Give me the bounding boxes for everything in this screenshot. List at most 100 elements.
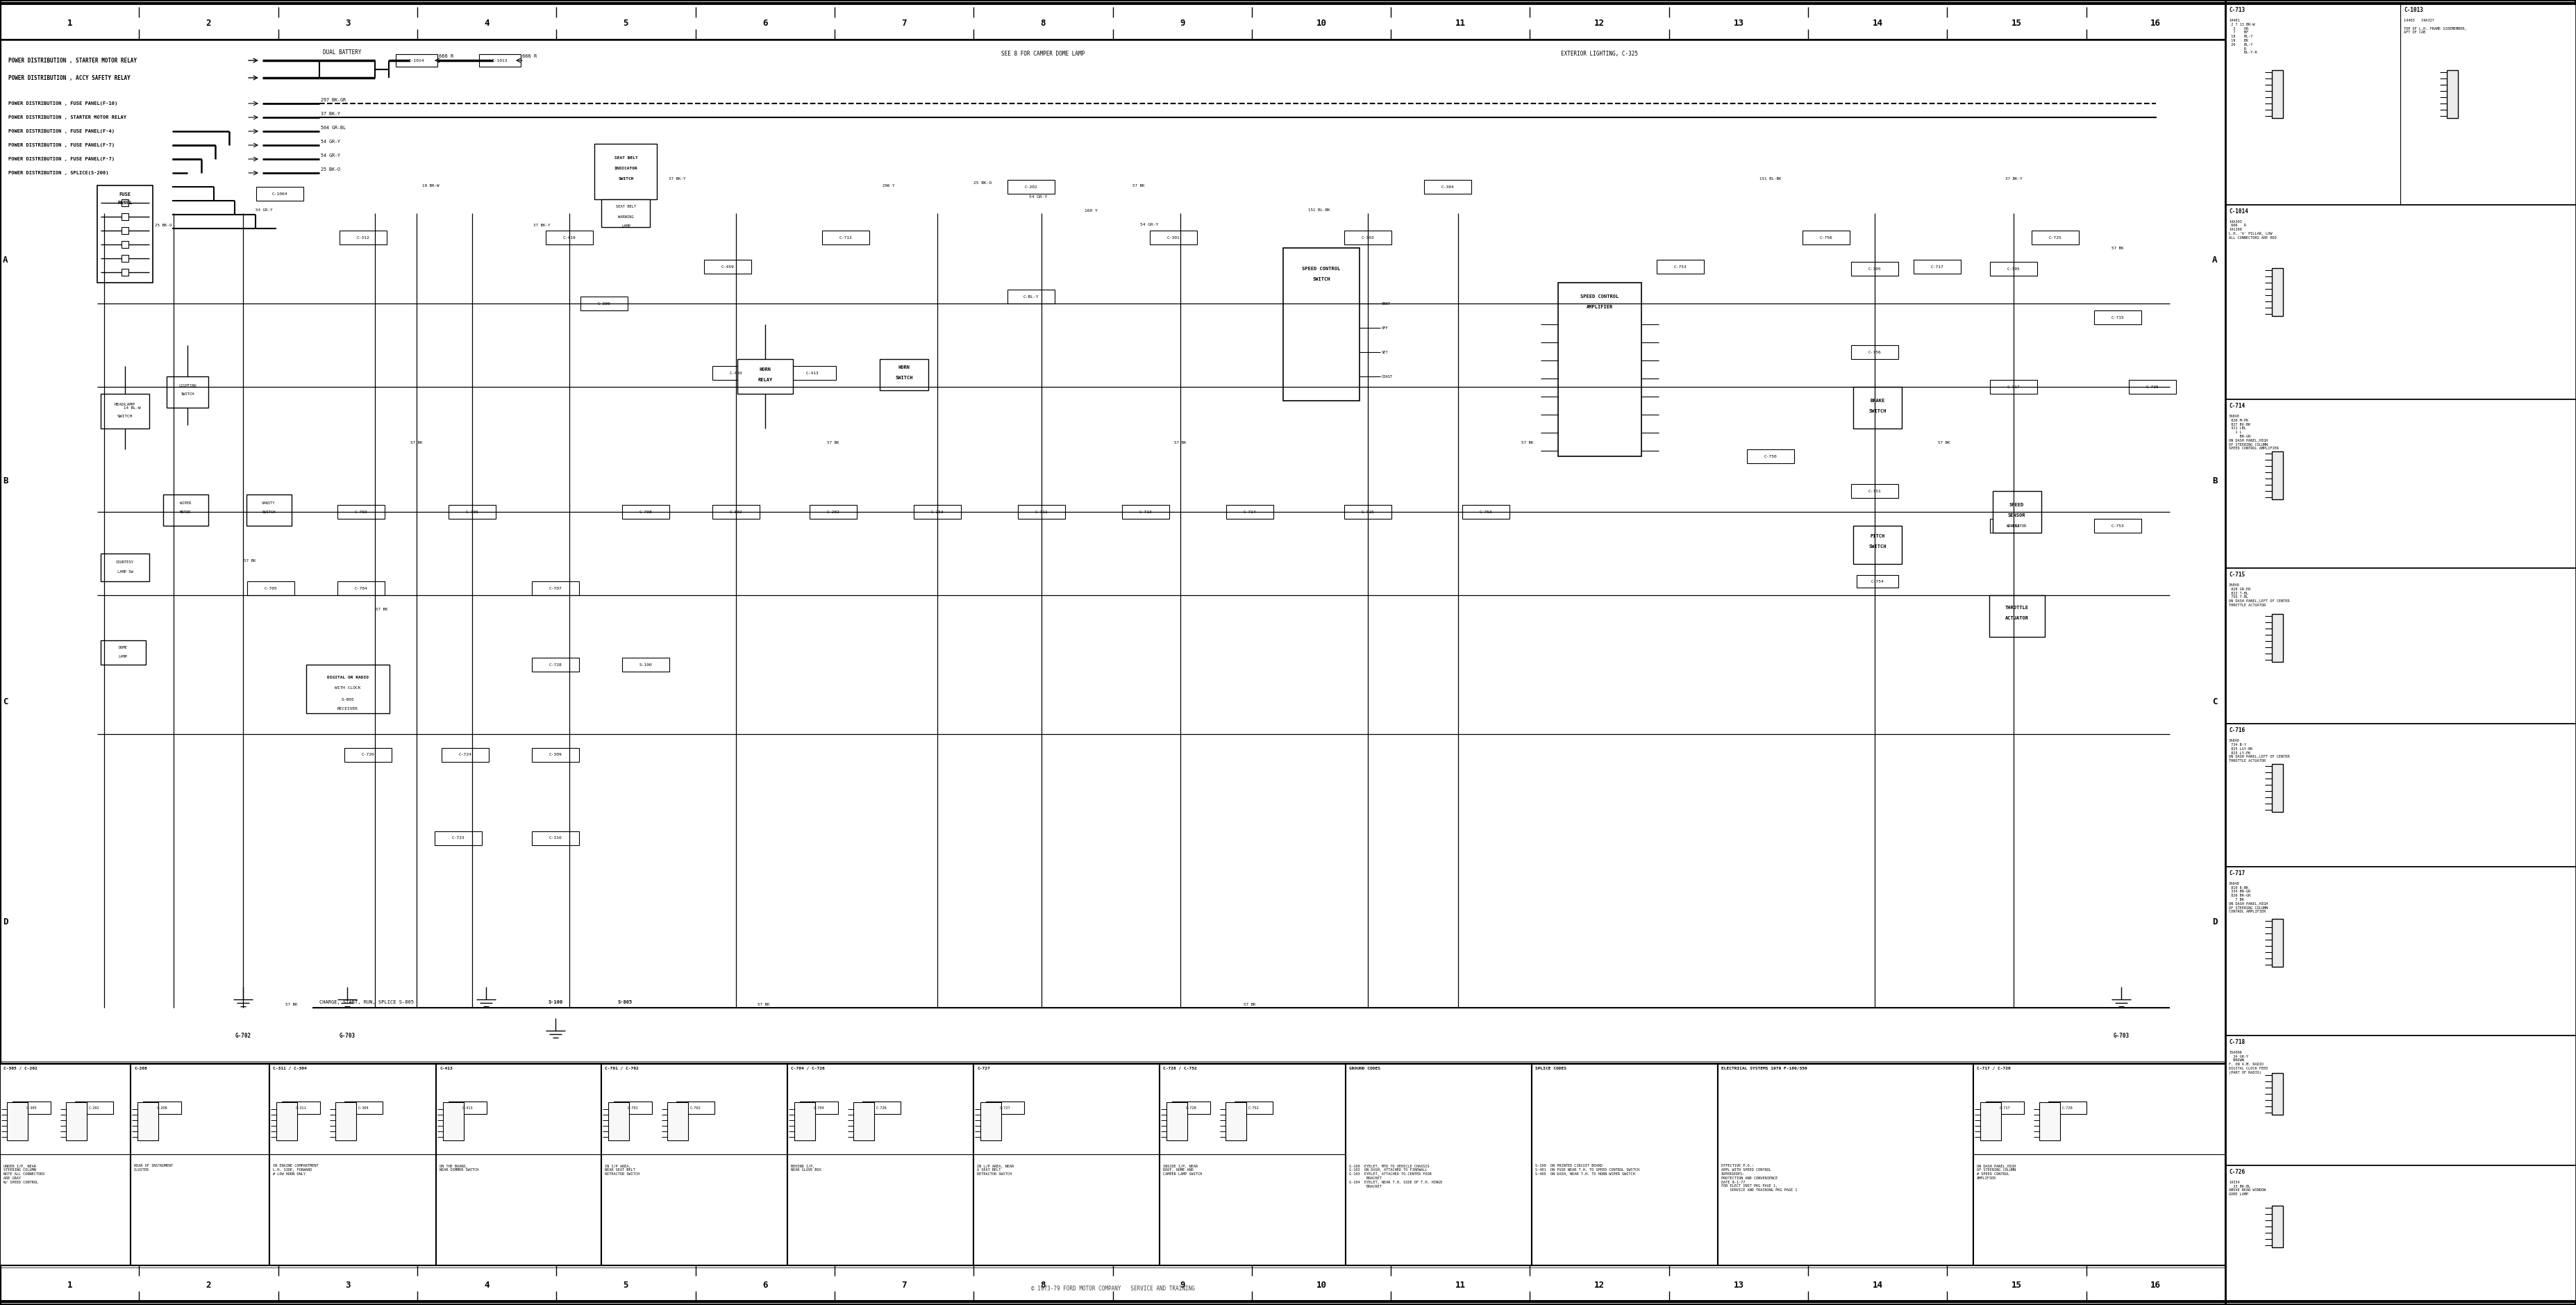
- Text: 6: 6: [762, 18, 768, 27]
- Text: CHARGE, START, RUN, SPLICE S-805: CHARGE, START, RUN, SPLICE S-805: [319, 1000, 415, 1005]
- Text: C-714: C-714: [1244, 510, 1257, 514]
- Text: AMPLIFIER: AMPLIFIER: [1587, 305, 1613, 309]
- Text: C-713: C-713: [840, 236, 853, 239]
- Bar: [1852, 526, 1901, 564]
- Text: 2: 2: [206, 1280, 211, 1289]
- Bar: [2226, 568, 2576, 724]
- Bar: [142, 1101, 180, 1114]
- Bar: [1149, 231, 1198, 244]
- Text: C-705: C-705: [265, 586, 278, 590]
- Text: POWER DISTRIBUTION , ACCY SAFETY RELAY: POWER DISTRIBUTION , ACCY SAFETY RELAY: [8, 74, 131, 81]
- Text: SPEED CONTROL: SPEED CONTROL: [1579, 295, 1618, 299]
- Text: 57 BK: 57 BK: [757, 1002, 770, 1006]
- Bar: [613, 1101, 652, 1114]
- Text: 57 BK: 57 BK: [245, 559, 255, 562]
- Text: C-701: C-701: [626, 1107, 639, 1109]
- Bar: [1991, 519, 2038, 532]
- Text: SPEED: SPEED: [2009, 502, 2025, 508]
- Text: ACTUATOR: ACTUATOR: [2004, 616, 2027, 620]
- Text: C-728 / C-752: C-728 / C-752: [1162, 1066, 1198, 1070]
- Text: THROTTLE: THROTTLE: [2004, 606, 2027, 609]
- Text: IN ENGINE COMPARTMENT
L.H. SIDE, FORWARD
# LOW HORN ONLY: IN ENGINE COMPARTMENT L.H. SIDE, FORWARD…: [273, 1164, 319, 1176]
- Text: C-756: C-756: [1819, 236, 1832, 239]
- Text: G-703: G-703: [340, 1032, 355, 1039]
- Text: SPLICE CODES: SPLICE CODES: [1535, 1066, 1566, 1070]
- Text: BEHIND I/P,
NEAR GLOVE BOX: BEHIND I/P, NEAR GLOVE BOX: [791, 1164, 822, 1172]
- Text: MOTOR: MOTOR: [180, 510, 191, 514]
- Text: 666 R: 666 R: [523, 55, 536, 59]
- Text: C-727: C-727: [976, 1066, 989, 1070]
- Text: SWITCH: SWITCH: [1311, 277, 1329, 282]
- Text: 15: 15: [2012, 18, 2022, 27]
- Text: C-750: C-750: [1765, 454, 1777, 458]
- Bar: [600, 1064, 788, 1266]
- Text: C-751: C-751: [1868, 489, 1880, 493]
- Text: C-715: C-715: [2112, 316, 2125, 320]
- Text: C-720: C-720: [361, 753, 374, 757]
- Text: 54 GR-Y: 54 GR-Y: [322, 154, 340, 158]
- Text: SWITCH: SWITCH: [1868, 544, 1886, 548]
- Bar: [2226, 724, 2576, 867]
- Bar: [853, 1101, 873, 1141]
- Text: 1: 1: [67, 1280, 72, 1289]
- Bar: [822, 231, 868, 244]
- Bar: [531, 581, 580, 595]
- Text: C-208: C-208: [134, 1066, 147, 1070]
- Text: 16: 16: [2151, 1280, 2161, 1289]
- Bar: [8, 1101, 28, 1141]
- Text: FUSE: FUSE: [118, 192, 131, 197]
- Text: C-708: C-708: [639, 510, 652, 514]
- Text: C-753: C-753: [1674, 265, 1687, 269]
- Bar: [799, 1101, 837, 1114]
- Bar: [2048, 1101, 2087, 1114]
- Text: SEE 8 FOR CAMPER DOME LAMP: SEE 8 FOR CAMPER DOME LAMP: [1002, 51, 1084, 56]
- Text: C-253: C-253: [930, 510, 943, 514]
- Text: C-430: C-430: [729, 371, 742, 375]
- Bar: [162, 495, 209, 526]
- Bar: [1425, 180, 1471, 193]
- Text: GROUND CODES: GROUND CODES: [1350, 1066, 1381, 1070]
- Bar: [623, 658, 670, 672]
- Text: C-1013: C-1013: [2403, 7, 2424, 13]
- Text: C-BL-Y: C-BL-Y: [1023, 295, 1038, 299]
- Bar: [2272, 452, 2282, 500]
- Bar: [974, 1064, 1159, 1266]
- Bar: [580, 296, 629, 311]
- Bar: [2226, 1035, 2576, 1165]
- Bar: [981, 1101, 1002, 1141]
- Text: A: A: [3, 256, 8, 265]
- Text: S-805: S-805: [618, 1000, 631, 1005]
- Bar: [1167, 1101, 1188, 1141]
- Bar: [448, 1101, 487, 1114]
- Text: C-1014: C-1014: [2228, 207, 2249, 214]
- Bar: [1991, 262, 2038, 275]
- Text: 3A840
 826 M-PK
 827 BV-BK
 411 LBL
   1 L
     BR-GR
ON DASH PANEL,HIGH
OF STEE: 3A840 826 M-PK 827 BV-BK 411 LBL 1 L BR-…: [2228, 415, 2280, 450]
- Text: PANEL: PANEL: [118, 201, 131, 205]
- Bar: [121, 227, 129, 234]
- Bar: [788, 1064, 974, 1266]
- Bar: [881, 359, 927, 390]
- Text: G-702: G-702: [234, 1032, 250, 1039]
- Text: Ford
Pickup
Resource: Ford Pickup Resource: [224, 773, 330, 865]
- Text: WARNING: WARNING: [618, 215, 634, 218]
- Text: C-720: C-720: [2061, 1107, 2074, 1109]
- Text: 37 BK-Y: 37 BK-Y: [533, 223, 551, 227]
- Text: C-726: C-726: [2228, 1169, 2244, 1175]
- Bar: [255, 187, 304, 201]
- Bar: [121, 254, 129, 262]
- Text: POWER DISTRIBUTION , FUSE PANEL(F-7): POWER DISTRIBUTION , FUSE PANEL(F-7): [8, 157, 113, 161]
- Bar: [443, 1101, 464, 1141]
- Text: COURTESY: COURTESY: [116, 560, 134, 564]
- Text: C-202: C-202: [88, 1107, 98, 1109]
- Bar: [1558, 283, 1641, 457]
- Text: C-711: C-711: [1036, 510, 1048, 514]
- Bar: [608, 1101, 629, 1141]
- Text: 14403   19A327

TOP OF L.H. FRAME SIDEMEMBER,
AFT OF CAB: 14403 19A327 TOP OF L.H. FRAME SIDEMEMBE…: [2403, 18, 2468, 34]
- Bar: [1656, 260, 1703, 274]
- Text: C-419: C-419: [562, 236, 577, 239]
- Text: 5: 5: [623, 18, 629, 27]
- Bar: [1172, 1101, 1211, 1114]
- Bar: [121, 213, 129, 221]
- Text: C-311: C-311: [296, 1107, 307, 1109]
- Text: 151 BL-BK: 151 BL-BK: [1309, 207, 1329, 211]
